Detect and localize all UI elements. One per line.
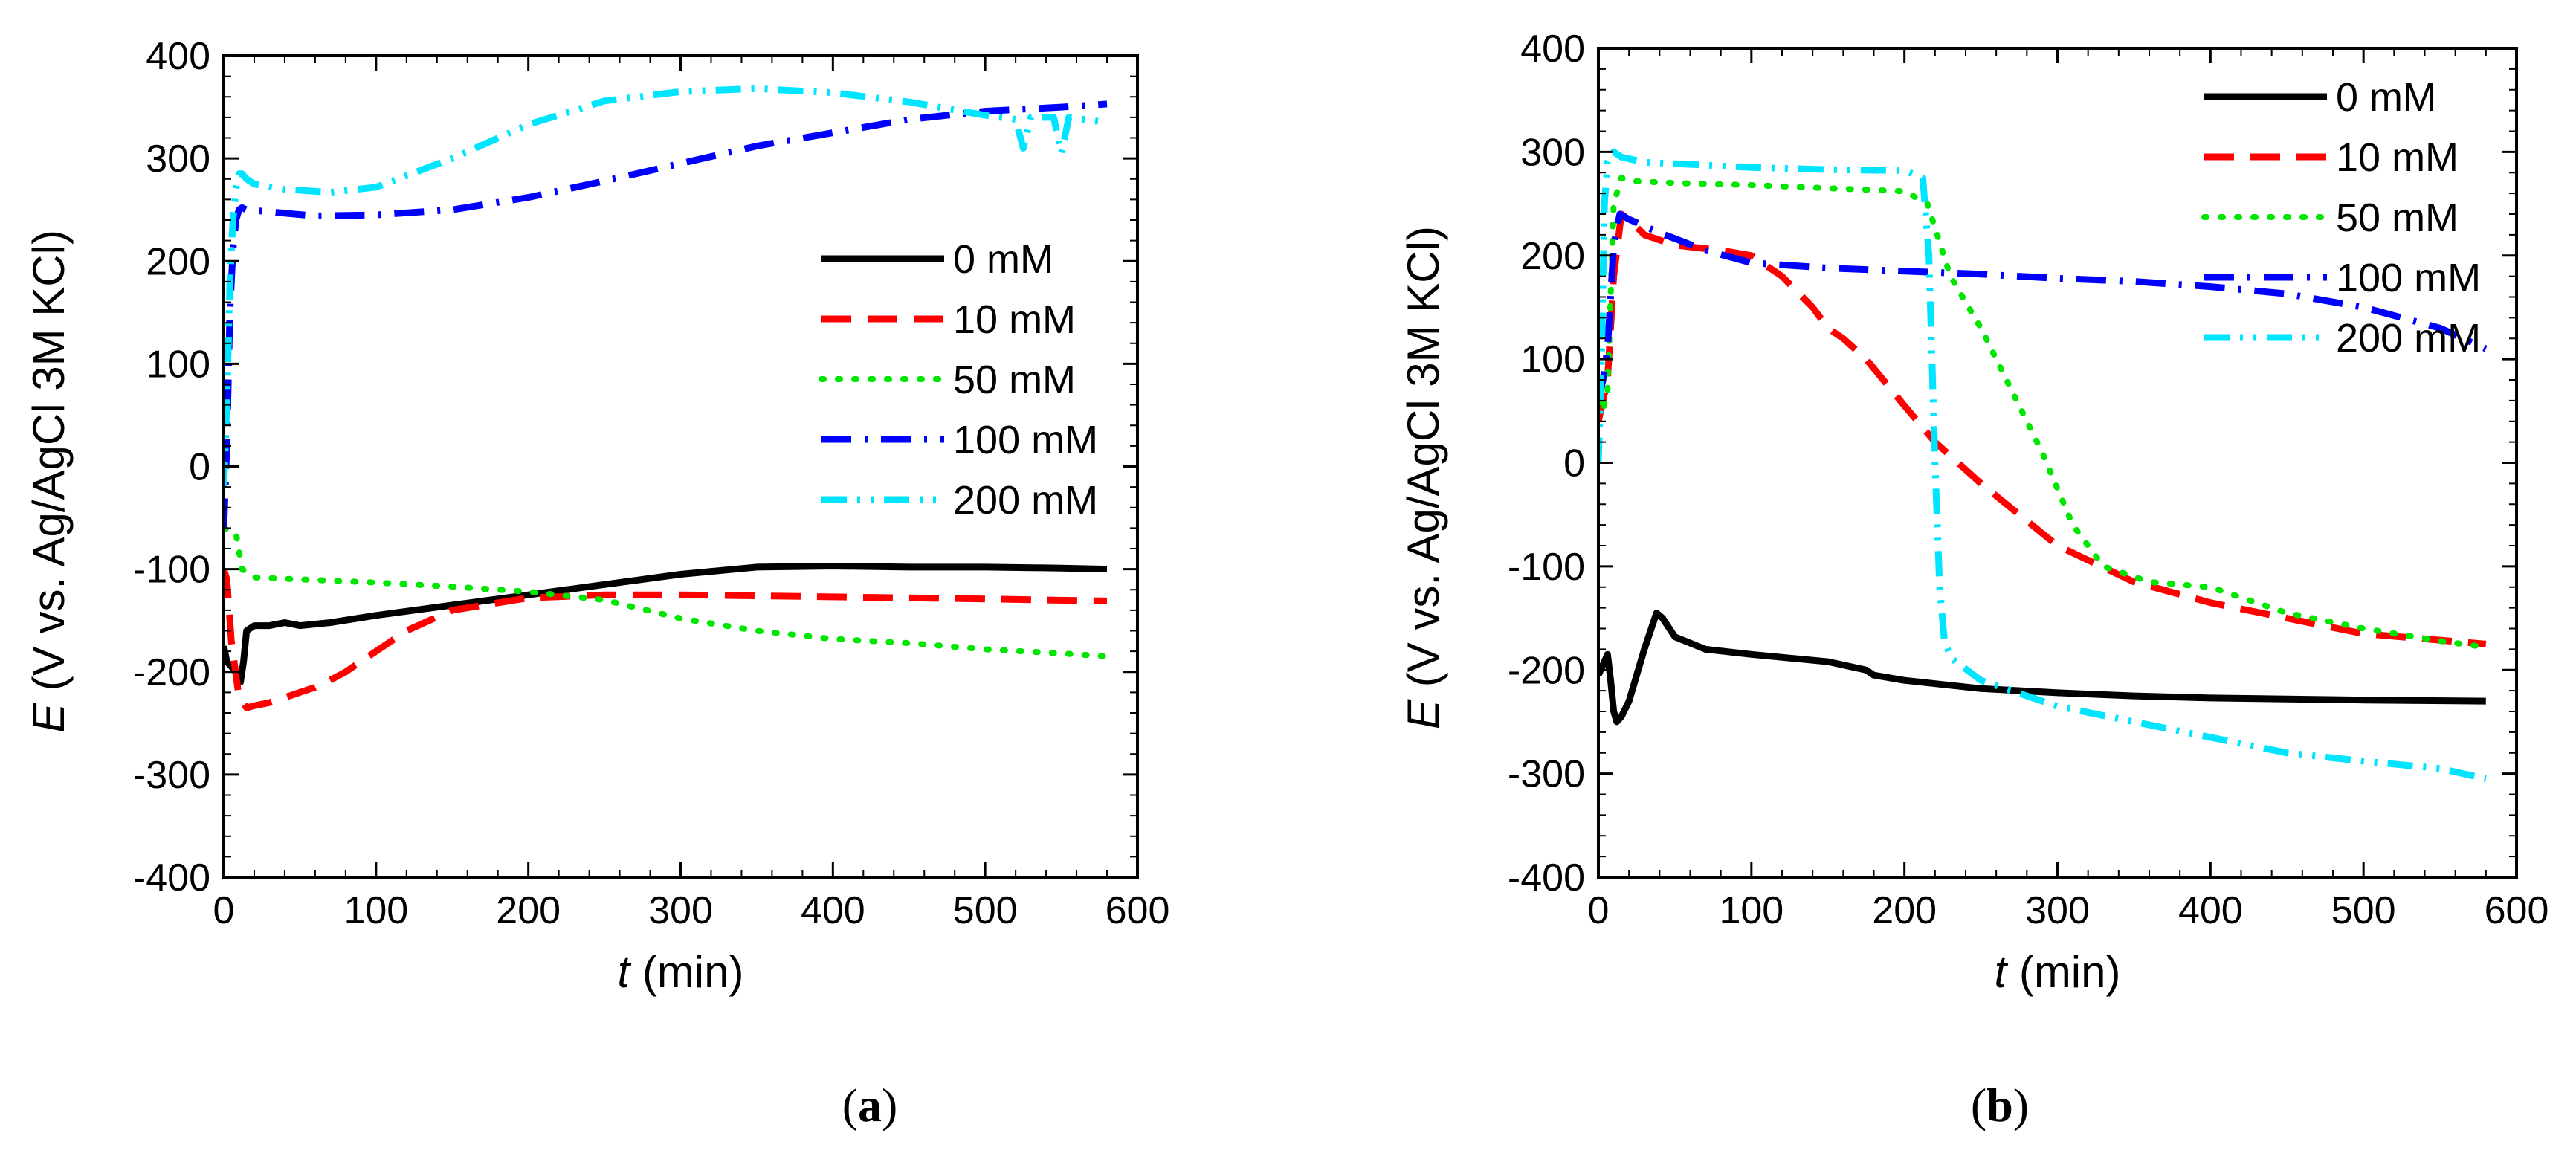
series-line-100-mm [224, 100, 1108, 529]
y-axis-title: E (V vs. Ag/AgCl 3M KCl) [24, 230, 74, 733]
x-tick-label: 0 [213, 889, 235, 932]
y-tick-label: 200 [1520, 235, 1585, 278]
legend-label-10-mm: 10 mM [953, 297, 1076, 342]
series-line-50-mm [224, 525, 1110, 659]
panel-label-letter: a [858, 1079, 882, 1131]
x-tick-label: 400 [801, 889, 865, 932]
y-tick-label: 100 [146, 343, 210, 386]
series-line-0-mm [1598, 610, 2486, 726]
legend-label-0-mm: 0 mM [2336, 75, 2436, 120]
x-tick-label: 300 [2025, 889, 2090, 932]
y-tick-label: 400 [146, 35, 210, 78]
x-axis-unit: (min) [2007, 947, 2120, 997]
y-tick-label: -400 [1508, 856, 1585, 900]
y-tick-label: -400 [133, 856, 210, 900]
y-tick-label: -100 [133, 549, 210, 592]
y-axis-unit: (V vs. Ag/AgCl 3M KCl) [1398, 226, 1448, 700]
x-axis-variable: t [618, 947, 632, 997]
panel-label: (b) [1971, 1079, 2029, 1131]
x-axis-title: t (min) [1995, 947, 2121, 997]
legend: 0 mM 10 mM 50 mM 100 mM 200 mM [2201, 75, 2481, 361]
y-tick-label: 300 [1520, 131, 1585, 174]
panel-label-open-paren: ( [842, 1079, 858, 1131]
legend-label-100-mm: 100 mM [2336, 256, 2481, 300]
y-tick-label: -300 [1508, 753, 1585, 796]
x-axis-unit: (min) [630, 947, 743, 997]
panel-label-close-paren: ) [2013, 1079, 2029, 1131]
x-tick-label: 500 [953, 889, 1018, 932]
panel-label-open-paren: ( [1971, 1079, 1986, 1131]
series-group [224, 85, 1110, 711]
x-tick-label: 300 [648, 889, 713, 932]
legend-label-200-mm: 200 mM [953, 478, 1098, 523]
y-tick-label: 200 [146, 240, 210, 283]
series-line-10-mm [224, 568, 1108, 711]
x-axis-title: t (min) [618, 947, 744, 997]
y-tick-label: 0 [189, 446, 210, 489]
x-tick-label: 100 [1719, 889, 1783, 932]
y-tick-label: 100 [1520, 338, 1585, 381]
x-tick-label: 400 [2178, 889, 2243, 932]
y-axis-unit: (V vs. Ag/AgCl 3M KCl) [24, 230, 74, 703]
plot-frame [222, 54, 1139, 879]
y-axis-title: E (V vs. Ag/AgCl 3M KCl) [1398, 226, 1448, 729]
x-axis-variable: t [1995, 947, 2009, 997]
legend: 0 mM 10 mM 50 mM 100 mM 200 mM [819, 237, 1098, 523]
y-tick-label: -100 [1508, 546, 1585, 589]
y-tick-label: 0 [1563, 442, 1585, 485]
legend-label-200-mm: 200 mM [2336, 316, 2481, 361]
x-tick-label: 100 [343, 889, 408, 932]
x-tick-label: 500 [2331, 889, 2396, 932]
x-tick-label: 0 [1588, 889, 1610, 932]
y-tick-label: -300 [133, 754, 210, 797]
y-tick-label: 300 [146, 138, 210, 181]
chart-panel-a: 0 100 200 300 400 500 600 -400 -300 -200 -100 0 100 2… [24, 35, 1169, 1131]
series-line-100-mm [1598, 210, 2488, 401]
y-axis-variable: E [1398, 699, 1448, 729]
y-tick-label: 400 [1520, 28, 1585, 71]
chart-panel-b: 0 100 200 300 400 500 600 -400 -300 -200 -100 0 100 2… [1398, 28, 2548, 1131]
panel-label-letter: b [1986, 1079, 2013, 1131]
series-line-10-mm [1598, 210, 2487, 647]
series-group [1598, 148, 2489, 782]
legend-label-50-mm: 50 mM [2336, 196, 2459, 240]
series-line-50-mm [1598, 175, 2489, 650]
x-tick-label: 600 [1105, 889, 1170, 932]
x-tick-label: 200 [496, 889, 561, 932]
legend-label-0-mm: 0 mM [953, 237, 1053, 282]
legend-label-50-mm: 50 mM [953, 358, 1076, 402]
panel-label-close-paren: ) [882, 1079, 897, 1131]
x-tick-label: 200 [1872, 889, 1937, 932]
legend-label-10-mm: 10 mM [2336, 135, 2459, 180]
y-tick-label: -200 [133, 651, 210, 694]
panel-label: (a) [842, 1079, 898, 1131]
legend-label-100-mm: 100 mM [953, 418, 1098, 462]
y-axis-variable: E [24, 703, 74, 733]
series-line-200-mm [1598, 148, 2487, 782]
x-tick-label: 600 [2485, 889, 2549, 932]
y-tick-label: -200 [1508, 649, 1585, 692]
